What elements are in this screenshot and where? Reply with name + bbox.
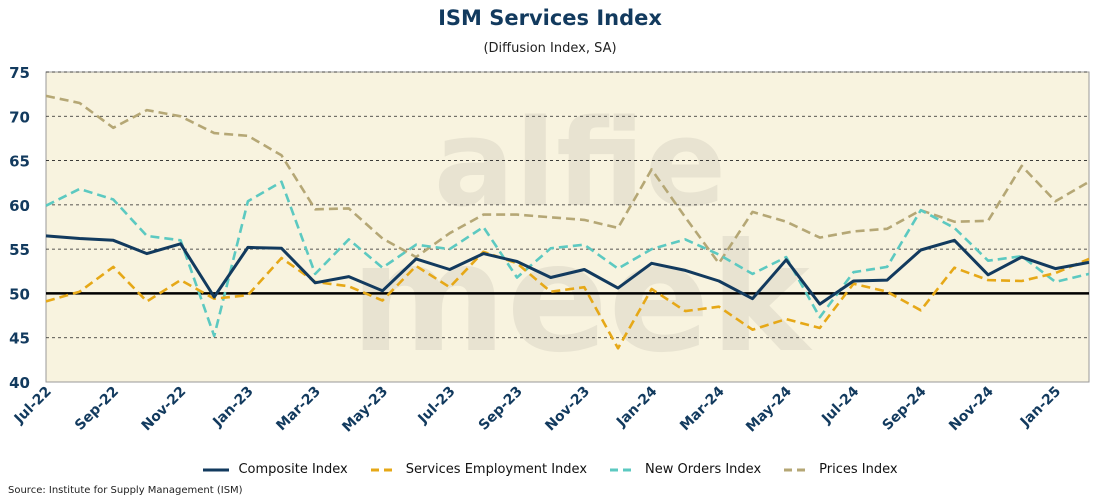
series-line-services-employment-index xyxy=(45,250,1090,350)
x-tick-label: Nov-23 xyxy=(542,384,593,435)
legend-swatch xyxy=(203,468,230,471)
legend-label: Prices Index xyxy=(819,462,898,477)
legend-item: Services Employment Index xyxy=(370,462,587,477)
x-tick-label: Sep-24 xyxy=(879,383,929,433)
legend-item: Prices Index xyxy=(783,462,898,477)
x-tick-label: Mar-24 xyxy=(677,383,728,434)
x-tick-label: May-24 xyxy=(743,383,795,435)
x-tick-label: Mar-23 xyxy=(273,384,324,435)
x-tick-label: Jan-25 xyxy=(1017,384,1064,431)
y-tick-label: 60 xyxy=(9,197,30,215)
series-line-composite-index xyxy=(45,234,1090,306)
x-tick-label: Jan-23 xyxy=(209,384,256,431)
chart-legend: Composite Index Services Employment Index… xyxy=(0,462,1100,477)
x-tick-label: Jul-23 xyxy=(415,384,459,428)
y-tick-label: 45 xyxy=(9,330,30,348)
series-line-new-orders-index xyxy=(45,180,1090,338)
x-tick-label: Sep-22 xyxy=(72,384,122,434)
y-tick-label: 75 xyxy=(9,64,30,82)
series-line-prices-index xyxy=(45,94,1090,265)
y-tick-label: 40 xyxy=(9,374,30,392)
x-tick-label: Jan-24 xyxy=(613,383,660,430)
x-tick-label: May-23 xyxy=(339,384,391,436)
legend-swatch xyxy=(784,468,811,471)
chart-title: ISM Services Index xyxy=(438,6,662,30)
x-tick-label: Sep-23 xyxy=(476,384,526,434)
legend-item: New Orders Index xyxy=(609,462,761,477)
legend-label: Services Employment Index xyxy=(405,462,588,477)
x-tick-label: Jul-24 xyxy=(818,383,862,427)
y-tick-label: 50 xyxy=(9,285,30,303)
legend-label: New Orders Index xyxy=(645,462,762,477)
source-note: Source: Institute for Supply Management … xyxy=(8,485,243,496)
chart-subtitle: (Diffusion Index, SA) xyxy=(483,41,617,56)
legend-swatch xyxy=(370,468,397,471)
y-tick-label: 55 xyxy=(9,241,30,259)
legend-item: Composite Index xyxy=(202,462,348,477)
watermark-text: meek xyxy=(350,212,813,386)
legend-label: Composite Index xyxy=(238,462,348,477)
watermark-text: alfie xyxy=(434,95,726,234)
y-tick-label: 70 xyxy=(9,108,30,126)
x-tick-label: Nov-24 xyxy=(946,383,997,434)
legend-swatch xyxy=(610,468,637,471)
plot-area xyxy=(45,71,1090,383)
x-tick-label: Nov-22 xyxy=(139,384,190,435)
y-tick-label: 65 xyxy=(9,153,30,171)
